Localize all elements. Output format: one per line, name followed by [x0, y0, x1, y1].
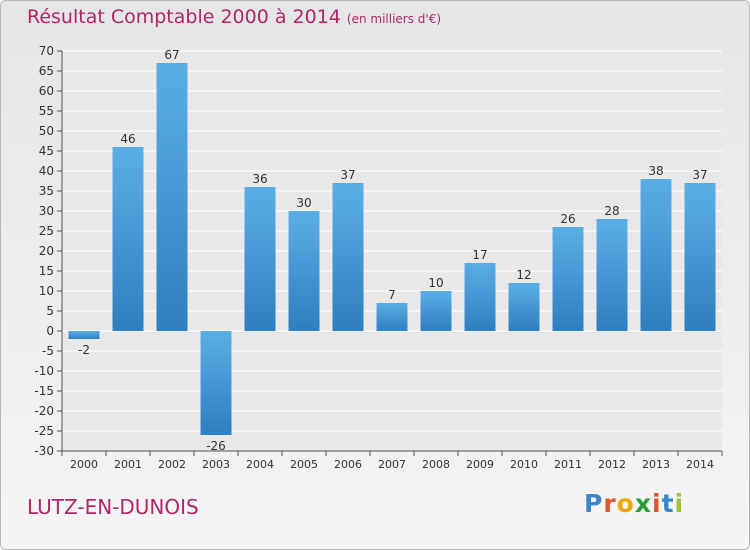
- bar-2011: [552, 227, 584, 331]
- data-label-2013: 38: [648, 164, 663, 178]
- x-tick-label-2011: 2011: [554, 458, 582, 471]
- y-tick-label: 45: [39, 144, 54, 158]
- y-tick-label: -5: [42, 344, 54, 358]
- bar-2008: [420, 291, 452, 331]
- bar-2002: [156, 63, 188, 331]
- y-tick-label: -10: [34, 364, 54, 378]
- y-tick-label: 0: [46, 324, 54, 338]
- x-tick-label-2002: 2002: [158, 458, 186, 471]
- y-tick-label: 55: [39, 104, 54, 118]
- bar-2006: [332, 183, 364, 331]
- y-tick-labels: 7065605550454035302520151050-5-10-15-20-…: [34, 44, 54, 458]
- data-label-2009: 17: [472, 248, 487, 262]
- logo-letter: x: [634, 489, 652, 518]
- data-label-2004: 36: [252, 172, 267, 186]
- title-text: Résultat Comptable 2000 à 2014: [27, 6, 341, 28]
- y-tick-label: -30: [34, 444, 54, 458]
- data-label-2003: -26: [206, 439, 226, 453]
- y-tick-label: 10: [39, 284, 54, 298]
- data-label-2012: 28: [604, 204, 619, 218]
- y-tick-label: -15: [34, 384, 54, 398]
- y-tick-label: 60: [39, 84, 54, 98]
- data-label-2014: 37: [692, 168, 707, 182]
- bar-2014: [684, 183, 716, 331]
- logo-letter: i: [652, 489, 662, 518]
- bar-2009: [464, 263, 496, 331]
- x-tick-label-2006: 2006: [334, 458, 362, 471]
- bar-2005: [288, 211, 320, 331]
- bar-2010: [508, 283, 540, 331]
- y-tick-label: -20: [34, 404, 54, 418]
- y-tick-label: 40: [39, 164, 54, 178]
- data-label-2006: 37: [340, 168, 355, 182]
- logo-letter: o: [616, 489, 635, 518]
- logo-letter: t: [661, 489, 675, 518]
- data-label-2010: 12: [516, 268, 531, 282]
- x-tick-label-2003: 2003: [202, 458, 230, 471]
- y-tick-label: 30: [39, 204, 54, 218]
- y-tick-label: 25: [39, 224, 54, 238]
- proxiti-logo[interactable]: Proxiti: [584, 489, 684, 518]
- bar-2001: [112, 147, 144, 331]
- chart-title: Résultat Comptable 2000 à 2014 (en millie…: [27, 6, 441, 28]
- x-tick-label-2010: 2010: [510, 458, 538, 471]
- bars: [68, 63, 716, 435]
- bar-2004: [244, 187, 276, 331]
- y-tick-label: 20: [39, 244, 54, 258]
- data-label-2000: -2: [78, 343, 90, 357]
- axes: [61, 51, 723, 456]
- y-tick-label: 70: [39, 44, 54, 58]
- y-tick-label: 65: [39, 64, 54, 78]
- logo-letter: i: [674, 489, 685, 518]
- x-tick-label-2005: 2005: [290, 458, 318, 471]
- x-tick-label-2007: 2007: [378, 458, 406, 471]
- x-tick-label-2004: 2004: [246, 458, 274, 471]
- data-label-2002: 67: [164, 48, 179, 62]
- x-tick-label-2008: 2008: [422, 458, 450, 471]
- x-tick-label-2001: 2001: [114, 458, 142, 471]
- logo-letter: r: [603, 489, 617, 518]
- x-tick-label-2013: 2013: [642, 458, 670, 471]
- data-label-2011: 26: [560, 212, 575, 226]
- logo-letter: P: [584, 489, 604, 518]
- x-tick-label-2009: 2009: [466, 458, 494, 471]
- data-label-2001: 46: [120, 132, 135, 146]
- bar-2012: [596, 219, 628, 331]
- data-labels: -2 46 67 -26 36 30 37 7 10 17 12 26 28 38 37: [78, 48, 708, 453]
- data-label-2007: 7: [388, 288, 396, 302]
- bar-2000: [68, 331, 100, 339]
- y-tick-label: 50: [39, 124, 54, 138]
- unit-text: (en milliers d'€): [346, 12, 442, 26]
- y-tick-label: 5: [46, 304, 54, 318]
- commune-name: LUTZ-EN-DUNOIS: [27, 495, 199, 519]
- x-tick-labels: 2000 2001 2002 2003 2004 2005 2006 2007 2008 2009…: [70, 458, 714, 471]
- bar-2013: [640, 179, 672, 331]
- x-tick-label-2014: 2014: [686, 458, 714, 471]
- y-tick-label: 35: [39, 184, 54, 198]
- x-tick-label-2012: 2012: [598, 458, 626, 471]
- x-tick-label-2000: 2000: [70, 458, 98, 471]
- bar-2003: [200, 331, 232, 435]
- data-label-2005: 30: [296, 196, 311, 210]
- data-label-2008: 10: [428, 276, 443, 290]
- y-tick-label: 15: [39, 264, 54, 278]
- y-tick-label: -25: [34, 424, 54, 438]
- bar-2007: [376, 303, 408, 331]
